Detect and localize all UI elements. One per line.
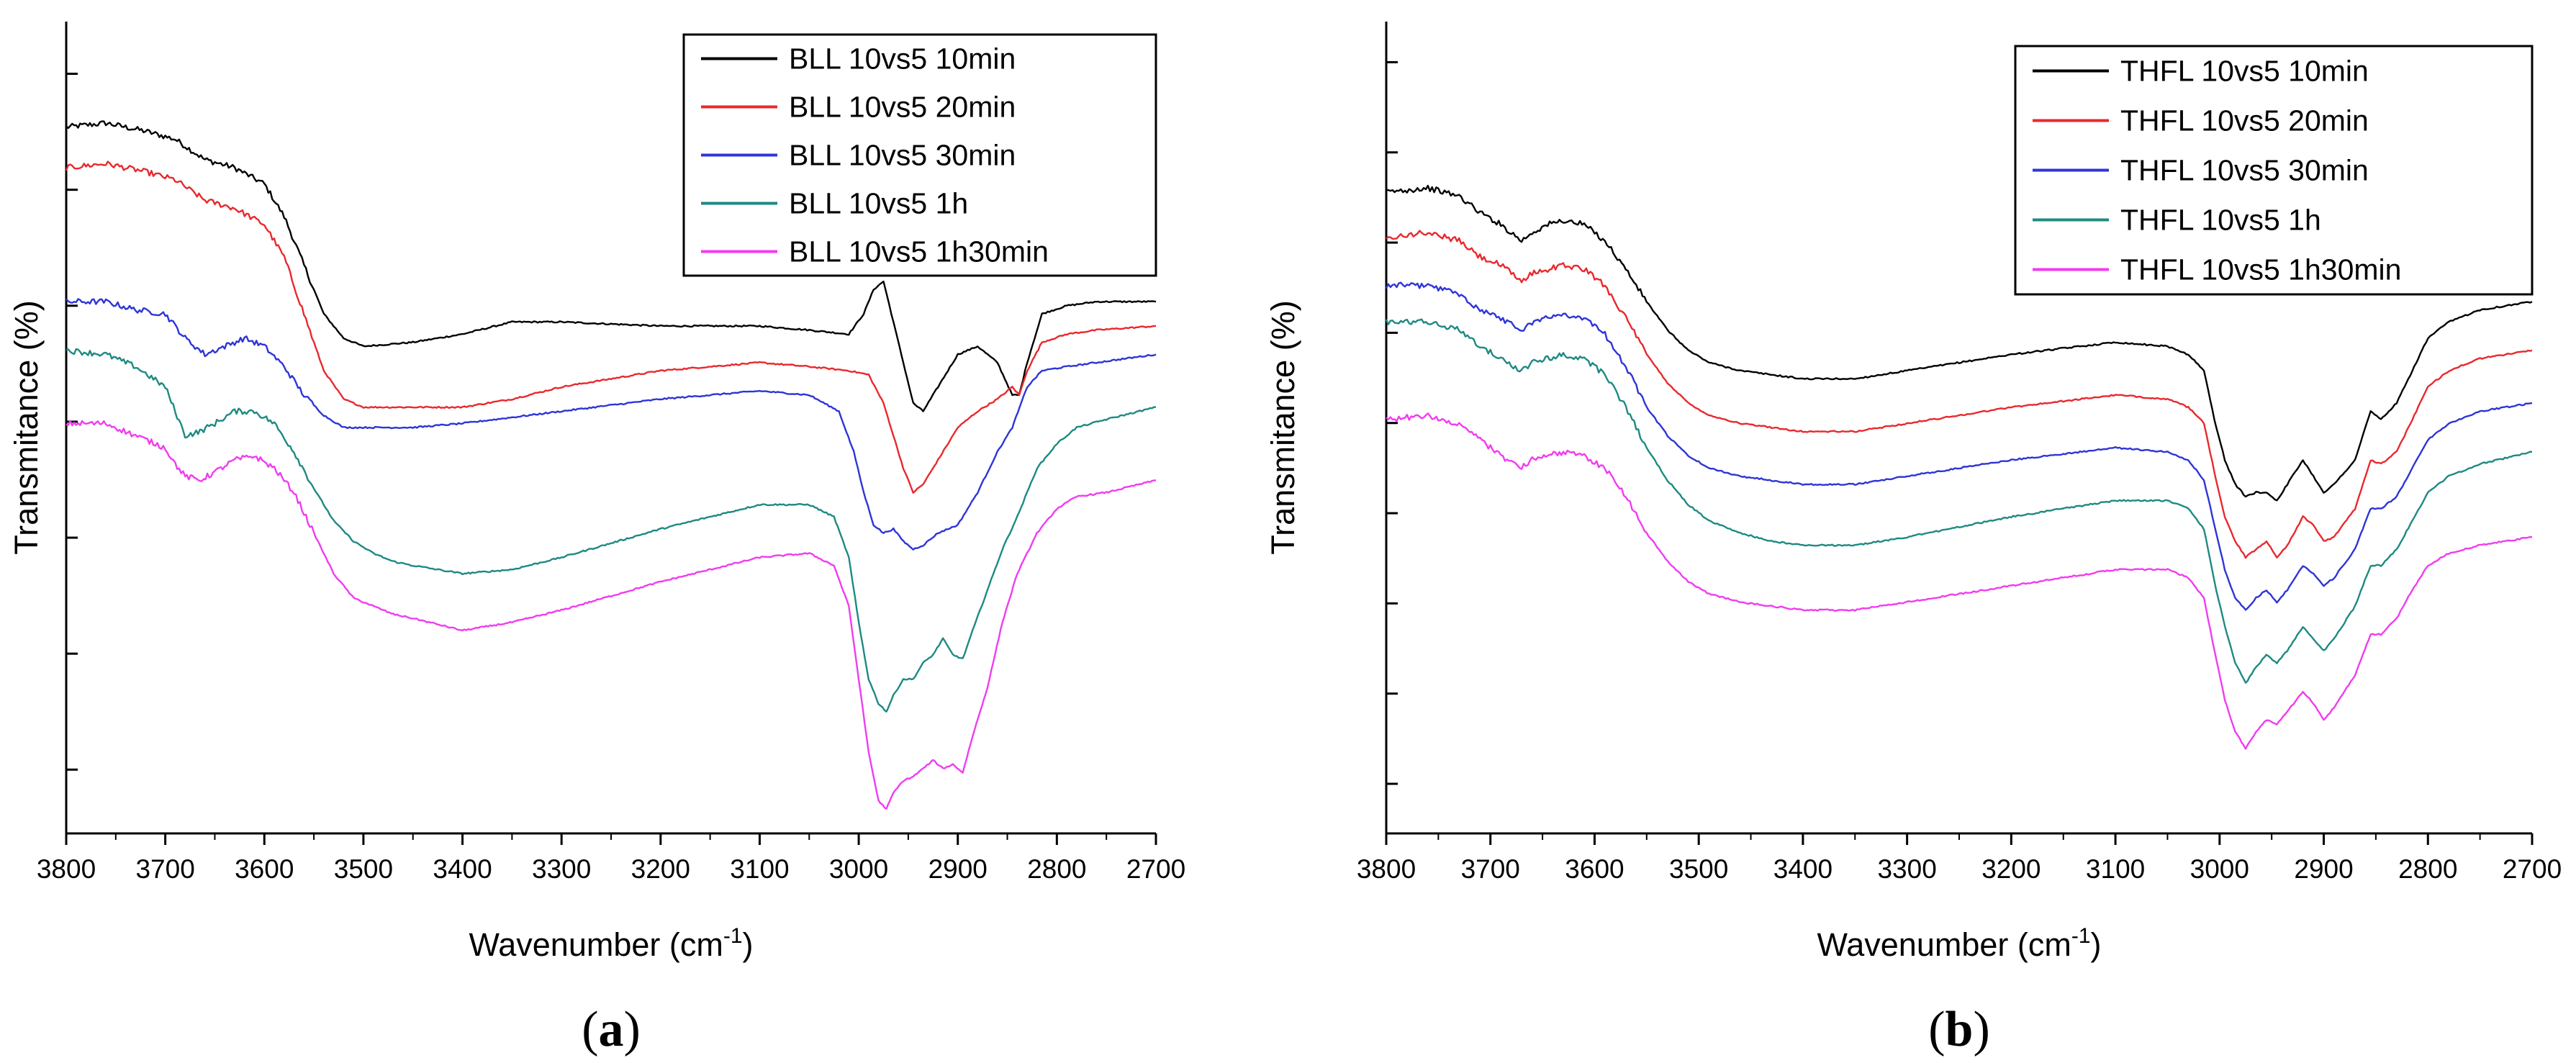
- x-tick-label: 3100: [730, 854, 789, 884]
- panel-label: (a): [582, 1002, 641, 1057]
- legend-label-4: BLL 10vs5 1h: [789, 187, 968, 220]
- x-tick-label: 3200: [1981, 854, 2041, 884]
- series-line-5: [65, 420, 1157, 810]
- x-tick-label: 2900: [2294, 854, 2353, 884]
- legend-label-1: THFL 10vs5 10min: [2120, 55, 2369, 88]
- legend-label-5: BLL 10vs5 1h30min: [789, 235, 1049, 268]
- x-tick-label: 3500: [1669, 854, 1728, 884]
- x-tick-label: 3000: [829, 854, 888, 884]
- legend-label-5: THFL 10vs5 1h30min: [2120, 253, 2401, 286]
- x-tick-label: 2800: [1027, 854, 1086, 884]
- x-tick-label: 3600: [1565, 854, 1624, 884]
- legend-label-3: BLL 10vs5 30min: [789, 139, 1016, 172]
- legend-label-4: THFL 10vs5 1h: [2120, 204, 2321, 237]
- series-line-3: [1385, 281, 2533, 611]
- y-axis-title: Transmitance (%): [8, 300, 45, 554]
- x-tick-label: 3500: [334, 854, 393, 884]
- x-axis-title: Wavenumber (cm-1): [469, 924, 753, 963]
- legend-label-1: BLL 10vs5 10min: [789, 42, 1016, 76]
- legend-label-3: THFL 10vs5 30min: [2120, 154, 2369, 187]
- panel-label: (b): [1928, 1002, 1990, 1057]
- x-tick-label: 3700: [135, 854, 194, 884]
- series-line-3: [65, 298, 1157, 551]
- x-axis-title: Wavenumber (cm-1): [1817, 924, 2101, 963]
- x-tick-label: 3300: [532, 854, 591, 884]
- x-tick-label: 2700: [1126, 854, 1185, 884]
- x-tick-label: 3800: [1357, 854, 1416, 884]
- legend-label-2: BLL 10vs5 20min: [789, 91, 1016, 124]
- x-tick-label: 3800: [37, 854, 96, 884]
- chart-panel-b: 3800 3700 3600 3500 3400 3300 3200 3100 3000 2900…: [1265, 22, 2562, 1057]
- x-tick-label: 3400: [1773, 854, 1832, 884]
- series-line-2: [1386, 230, 2533, 559]
- series-line-4: [65, 348, 1157, 713]
- series-line-1: [65, 120, 1157, 412]
- x-tick-label: 3400: [433, 854, 492, 884]
- x-tick-label: 3000: [2190, 854, 2249, 884]
- series-line-1: [1386, 184, 2533, 502]
- x-tick-label: 2800: [2398, 854, 2457, 884]
- chart-panel-a: 3800 3700 3600 3500 3400 3300 3200 3100 3000 2900…: [8, 22, 1185, 1057]
- x-tick-label: 3300: [1877, 854, 1936, 884]
- x-tick-label: 3700: [1461, 854, 1520, 884]
- x-tick-label: 3200: [631, 854, 690, 884]
- x-tick-label: 2900: [928, 854, 988, 884]
- x-tick-label: 3100: [2086, 854, 2145, 884]
- series-line-4: [1385, 318, 2533, 684]
- legend-label-2: THFL 10vs5 20min: [2120, 104, 2369, 137]
- x-tick-label: 2700: [2503, 854, 2562, 884]
- series-line-5: [1386, 412, 2533, 750]
- x-tick-label: 3600: [235, 854, 294, 884]
- y-axis-title: Transmitance (%): [1265, 300, 1301, 554]
- series-line-2: [65, 160, 1157, 494]
